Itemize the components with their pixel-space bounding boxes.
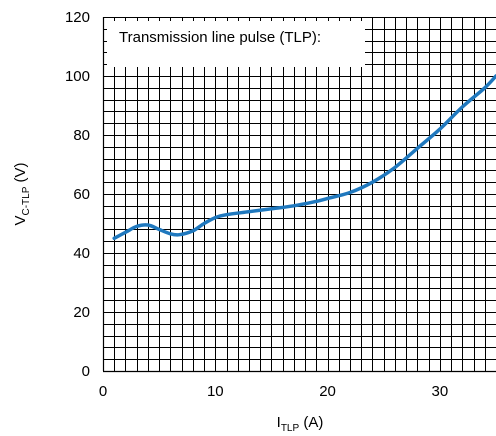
y-tick-label: 60 — [73, 186, 90, 203]
axes — [102, 17, 496, 373]
grid — [103, 17, 496, 371]
y-tick-label: 0 — [82, 363, 90, 380]
annotation-text: Transmission line pulse (TLP): — [119, 29, 321, 46]
y-axis-label-unit: (V) — [12, 162, 29, 186]
y-tick-label: 20 — [73, 304, 90, 321]
y-axis-label-sub: C-TLP — [21, 186, 32, 215]
y-axis-label-main: V — [12, 216, 29, 226]
series — [112, 74, 496, 241]
x-axis-label-sub: TLP — [281, 423, 300, 434]
x-axis-label-unit: (A) — [299, 414, 323, 431]
x-tick-label: 0 — [99, 383, 107, 400]
x-tick-label: 10 — [207, 383, 224, 400]
tick-labels: 0 10 20 30 0 20 40 60 80 100 120 — [65, 9, 448, 400]
x-tick-label: 30 — [432, 383, 449, 400]
y-tick-label: 40 — [73, 245, 90, 262]
series-line — [112, 74, 496, 241]
y-axis-label: VC-TLP (V) — [12, 162, 32, 225]
annotation-background — [107, 21, 365, 67]
y-tick-label: 100 — [65, 68, 90, 85]
x-axis-label-main: I — [277, 414, 281, 431]
legend-annotation: Transmission line pulse (TLP): — [107, 21, 365, 67]
y-tick-label: 80 — [73, 127, 90, 144]
x-axis-label: ITLP (A) — [277, 414, 324, 434]
y-tick-label: 120 — [65, 9, 90, 26]
x-tick-label: 20 — [319, 383, 336, 400]
